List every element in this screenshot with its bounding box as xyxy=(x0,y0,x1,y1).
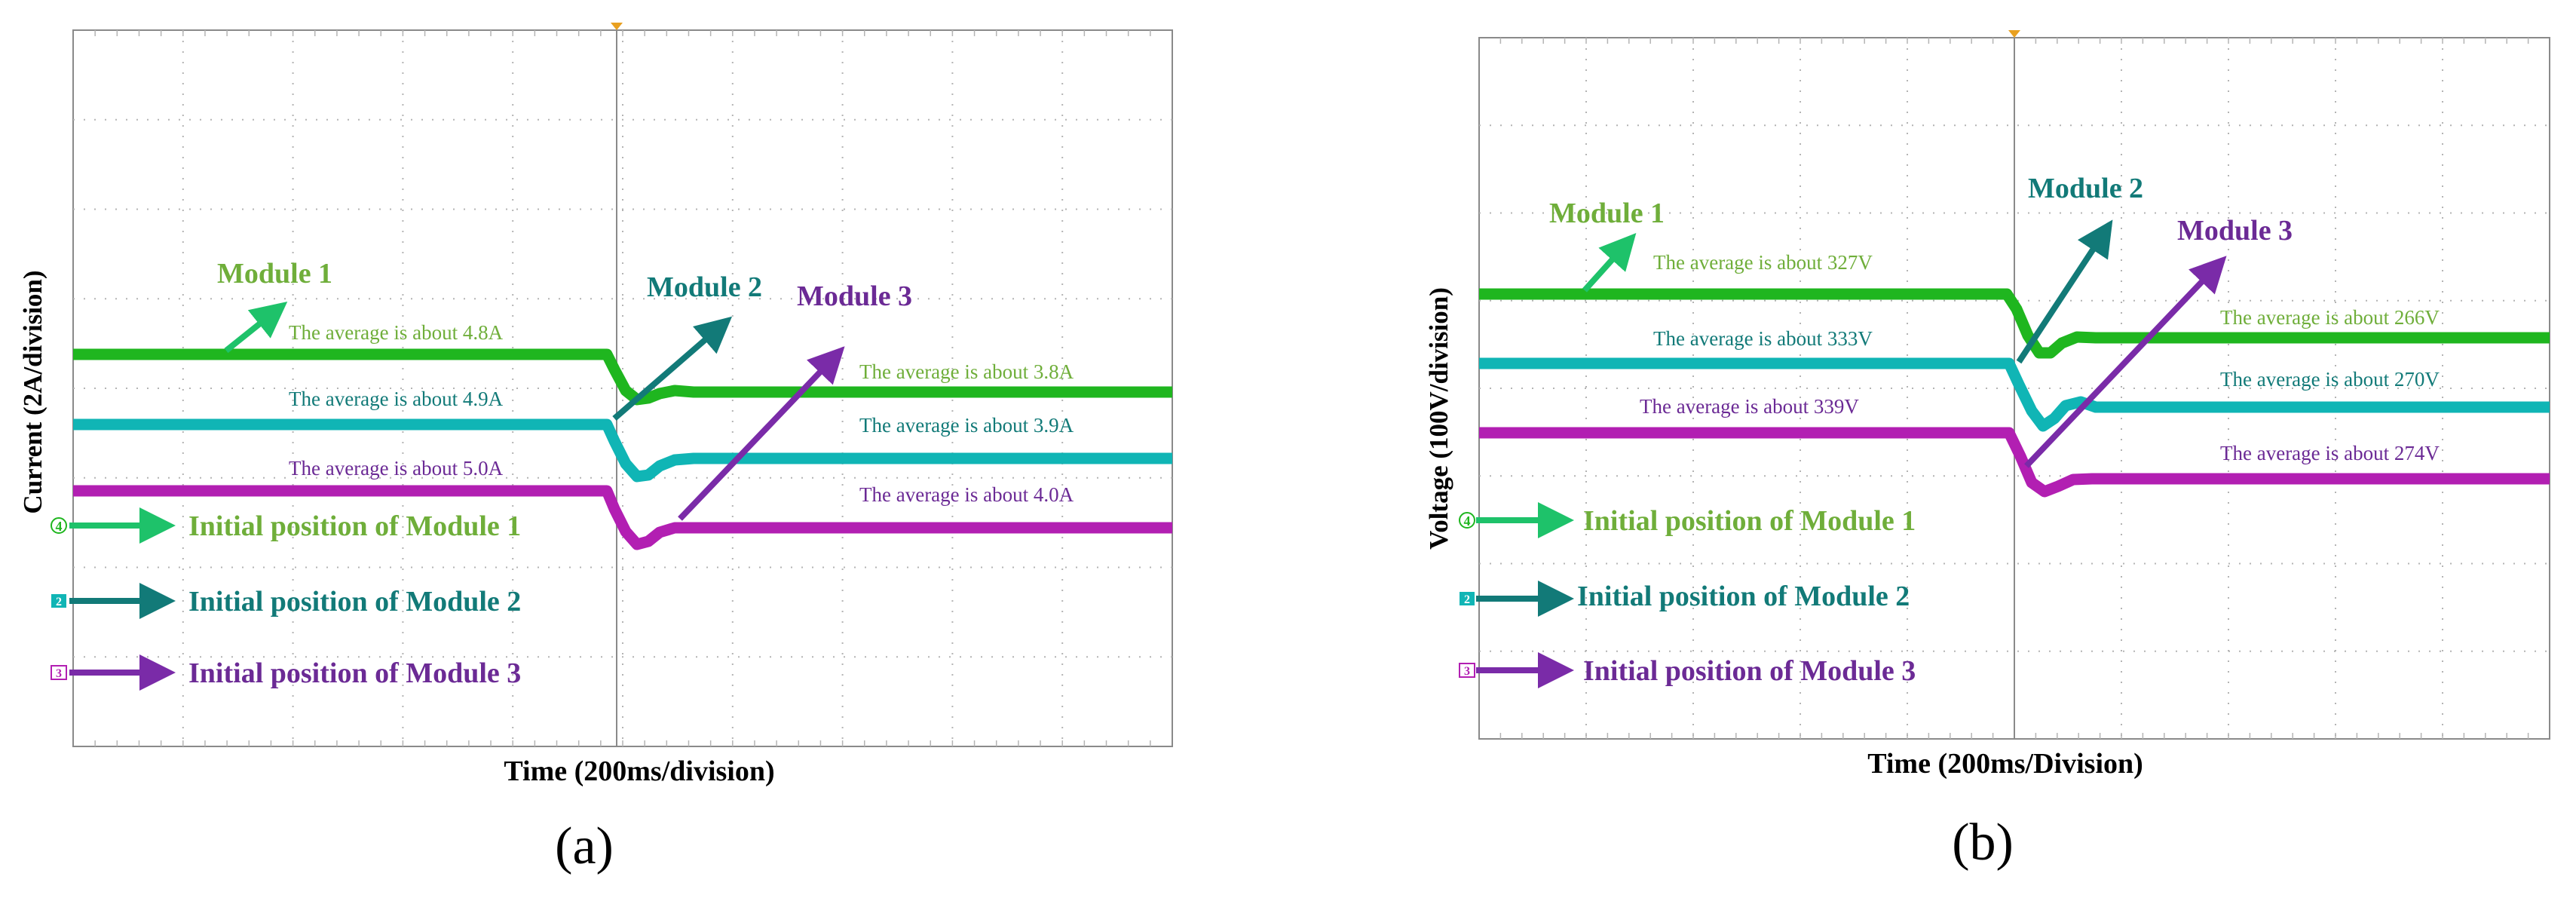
panel-a-marker-3-icon xyxy=(51,665,67,680)
panel-b-annot-m1-before: The average is about 327V xyxy=(1653,251,1873,274)
panel-b-marker-4-icon xyxy=(1459,512,1475,529)
panel-a-trace-module3 xyxy=(73,485,1172,550)
panel-a-annot-m3-before: The average is about 5.0A xyxy=(289,457,504,480)
panel-a-marker-4-icon xyxy=(51,517,67,534)
panel-a-initial-position-3: 3 Initial position of Module 3 xyxy=(51,654,521,691)
panel-b-initial-label-2: Initial position of Module 2 xyxy=(1577,581,1910,612)
panel-a-module3-label: Module 3 xyxy=(797,280,912,312)
panel-b: Module 1 Module 2 Module 3 The average i… xyxy=(1424,30,2550,872)
panel-a-initial-position-1: 4 Initial position of Module 1 xyxy=(51,507,521,544)
panel-b-initial-label-1: Initial position of Module 1 xyxy=(1583,505,1916,537)
panel-b-marker-2-icon xyxy=(1460,592,1475,605)
panel-b-annot-m3-after: The average is about 274V xyxy=(2220,442,2440,464)
panel-b-trace-module3 xyxy=(1479,427,2550,498)
panel-a-module2-label: Module 2 xyxy=(647,271,762,303)
panel-b-xlabel: Time (200ms/Division) xyxy=(1867,748,2143,780)
panel-b-initial-position-1: 4 Initial position of Module 1 xyxy=(1459,502,1916,538)
panel-b-marker-3-text: 3 xyxy=(1464,665,1470,678)
panel-a-trace-module2 xyxy=(73,418,1172,483)
panel-b-marker-3-icon xyxy=(1459,663,1475,678)
panel-b-marker-2-text: 2 xyxy=(1464,593,1470,606)
panel-a-annot-m1-before: The average is about 4.8A xyxy=(289,321,504,344)
panel-b-initial-position-3: 3 Initial position of Module 3 xyxy=(1459,652,1916,688)
panel-a-annot-m2-before: The average is about 4.9A xyxy=(289,388,504,410)
panel-a-annot-m1-after: The average is about 3.8A xyxy=(859,360,1074,383)
panel-a-module2-arrow xyxy=(612,316,733,421)
panel-b-annot-m2-before: The average is about 333V xyxy=(1653,327,1873,350)
panel-a: Module 1 Module 2 Module 3 The average i… xyxy=(18,23,1173,875)
panel-a-initial-label-3: Initial position of Module 3 xyxy=(188,657,521,689)
panel-b-module2-arrow xyxy=(2016,219,2113,364)
panel-a-module3-arrow xyxy=(678,346,845,521)
panel-a-initial-label-1: Initial position of Module 1 xyxy=(188,510,521,542)
panel-b-module3-label: Module 3 xyxy=(2177,215,2293,247)
panel-b-module2-label: Module 2 xyxy=(2028,173,2143,204)
panel-a-annot-m3-after: The average is about 4.0A xyxy=(859,483,1074,506)
panel-a-marker-2-icon xyxy=(51,594,66,608)
panel-a-initial-position-2: 2 Initial position of Module 2 xyxy=(51,583,521,619)
panel-a-ylabel: Current (2A/division) xyxy=(18,270,47,513)
panel-a-caption: (a) xyxy=(555,817,614,875)
panel-b-plot-area xyxy=(1478,30,2550,740)
panel-a-module1-arrow xyxy=(224,302,288,354)
panel-b-trigger-marker xyxy=(2008,30,2020,38)
panel-b-initial-label-3: Initial position of Module 3 xyxy=(1583,655,1916,687)
panel-a-marker-2-text: 2 xyxy=(56,596,62,608)
panel-b-module1-label: Module 1 xyxy=(1549,198,1665,229)
panel-b-annot-m3-before: The average is about 339V xyxy=(1640,395,1859,418)
panel-a-marker-4-text: 4 xyxy=(56,519,63,534)
panel-a-annot-m2-after: The average is about 3.9A xyxy=(859,414,1074,437)
panel-a-trace-module1 xyxy=(73,348,1172,406)
panel-b-ylabel: Voltage (100V/division) xyxy=(1424,287,1453,550)
panel-b-annot-m1-after: The average is about 266V xyxy=(2220,306,2440,329)
panel-b-annot-m2-after: The average is about 270V xyxy=(2220,368,2440,391)
panel-b-marker-4-text: 4 xyxy=(1464,513,1471,529)
panel-b-module1-arrow xyxy=(1582,233,1637,293)
panel-b-initial-position-2: 2 Initial position of Module 2 xyxy=(1460,581,1910,617)
panel-b-caption: (b) xyxy=(1952,814,2014,872)
panel-a-xlabel: Time (200ms/division) xyxy=(504,755,774,787)
panel-a-trigger-marker xyxy=(611,23,623,30)
panel-a-marker-3-text: 3 xyxy=(56,667,62,680)
panel-a-initial-label-2: Initial position of Module 2 xyxy=(188,586,521,618)
panel-a-module1-label: Module 1 xyxy=(217,258,332,290)
panel-b-trace-module1 xyxy=(1479,288,2550,359)
panel-b-module3-arrow xyxy=(2024,256,2227,468)
